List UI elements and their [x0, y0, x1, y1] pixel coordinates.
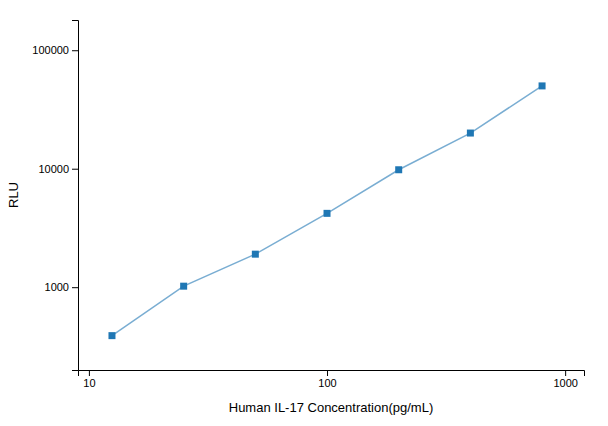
x-tick-label: 100 [318, 377, 336, 389]
data-point [108, 332, 115, 339]
x-tick-mark [565, 370, 566, 376]
y-axis-line [72, 21, 79, 371]
data-point [395, 166, 402, 173]
plot-area: 10 100 1000 1000 10000 100000 [32, 21, 584, 389]
chart-svg: 10 100 1000 1000 10000 100000 Human IL-17 Conc… [0, 0, 608, 426]
x-tick: 1000 [553, 370, 577, 389]
x-axis-title: Human IL-17 Concentration(pg/mL) [229, 400, 434, 415]
x-tick-mark [89, 370, 90, 376]
x-axis: 10 100 1000 [79, 370, 585, 389]
y-axis-title: RLU [6, 182, 21, 208]
y-tick-label: 100000 [32, 44, 69, 56]
x-tick-mark [327, 370, 328, 376]
data-line [112, 86, 542, 336]
data-point [539, 82, 546, 89]
y-tick-label: 10000 [38, 163, 69, 175]
x-tick-label: 10 [83, 377, 95, 389]
data-point [252, 251, 259, 258]
y-tick-label: 1000 [45, 281, 69, 293]
y-tick-mark [72, 169, 78, 170]
x-tick: 10 [83, 370, 95, 389]
data-point [467, 130, 474, 137]
chart-container: 10 100 1000 1000 10000 100000 Human IL-17 Conc… [0, 0, 608, 426]
y-tick: 1000 [45, 281, 78, 293]
marks [108, 82, 545, 339]
x-tick-label: 1000 [553, 377, 577, 389]
x-tick: 100 [318, 370, 336, 389]
y-axis: 1000 10000 100000 [32, 21, 78, 371]
x-axis-line [79, 371, 585, 377]
data-point [324, 210, 331, 217]
data-point [180, 283, 187, 290]
y-tick-mark [72, 50, 78, 51]
y-tick: 10000 [38, 163, 78, 175]
y-tick: 100000 [32, 44, 78, 56]
y-tick-mark [72, 287, 78, 288]
